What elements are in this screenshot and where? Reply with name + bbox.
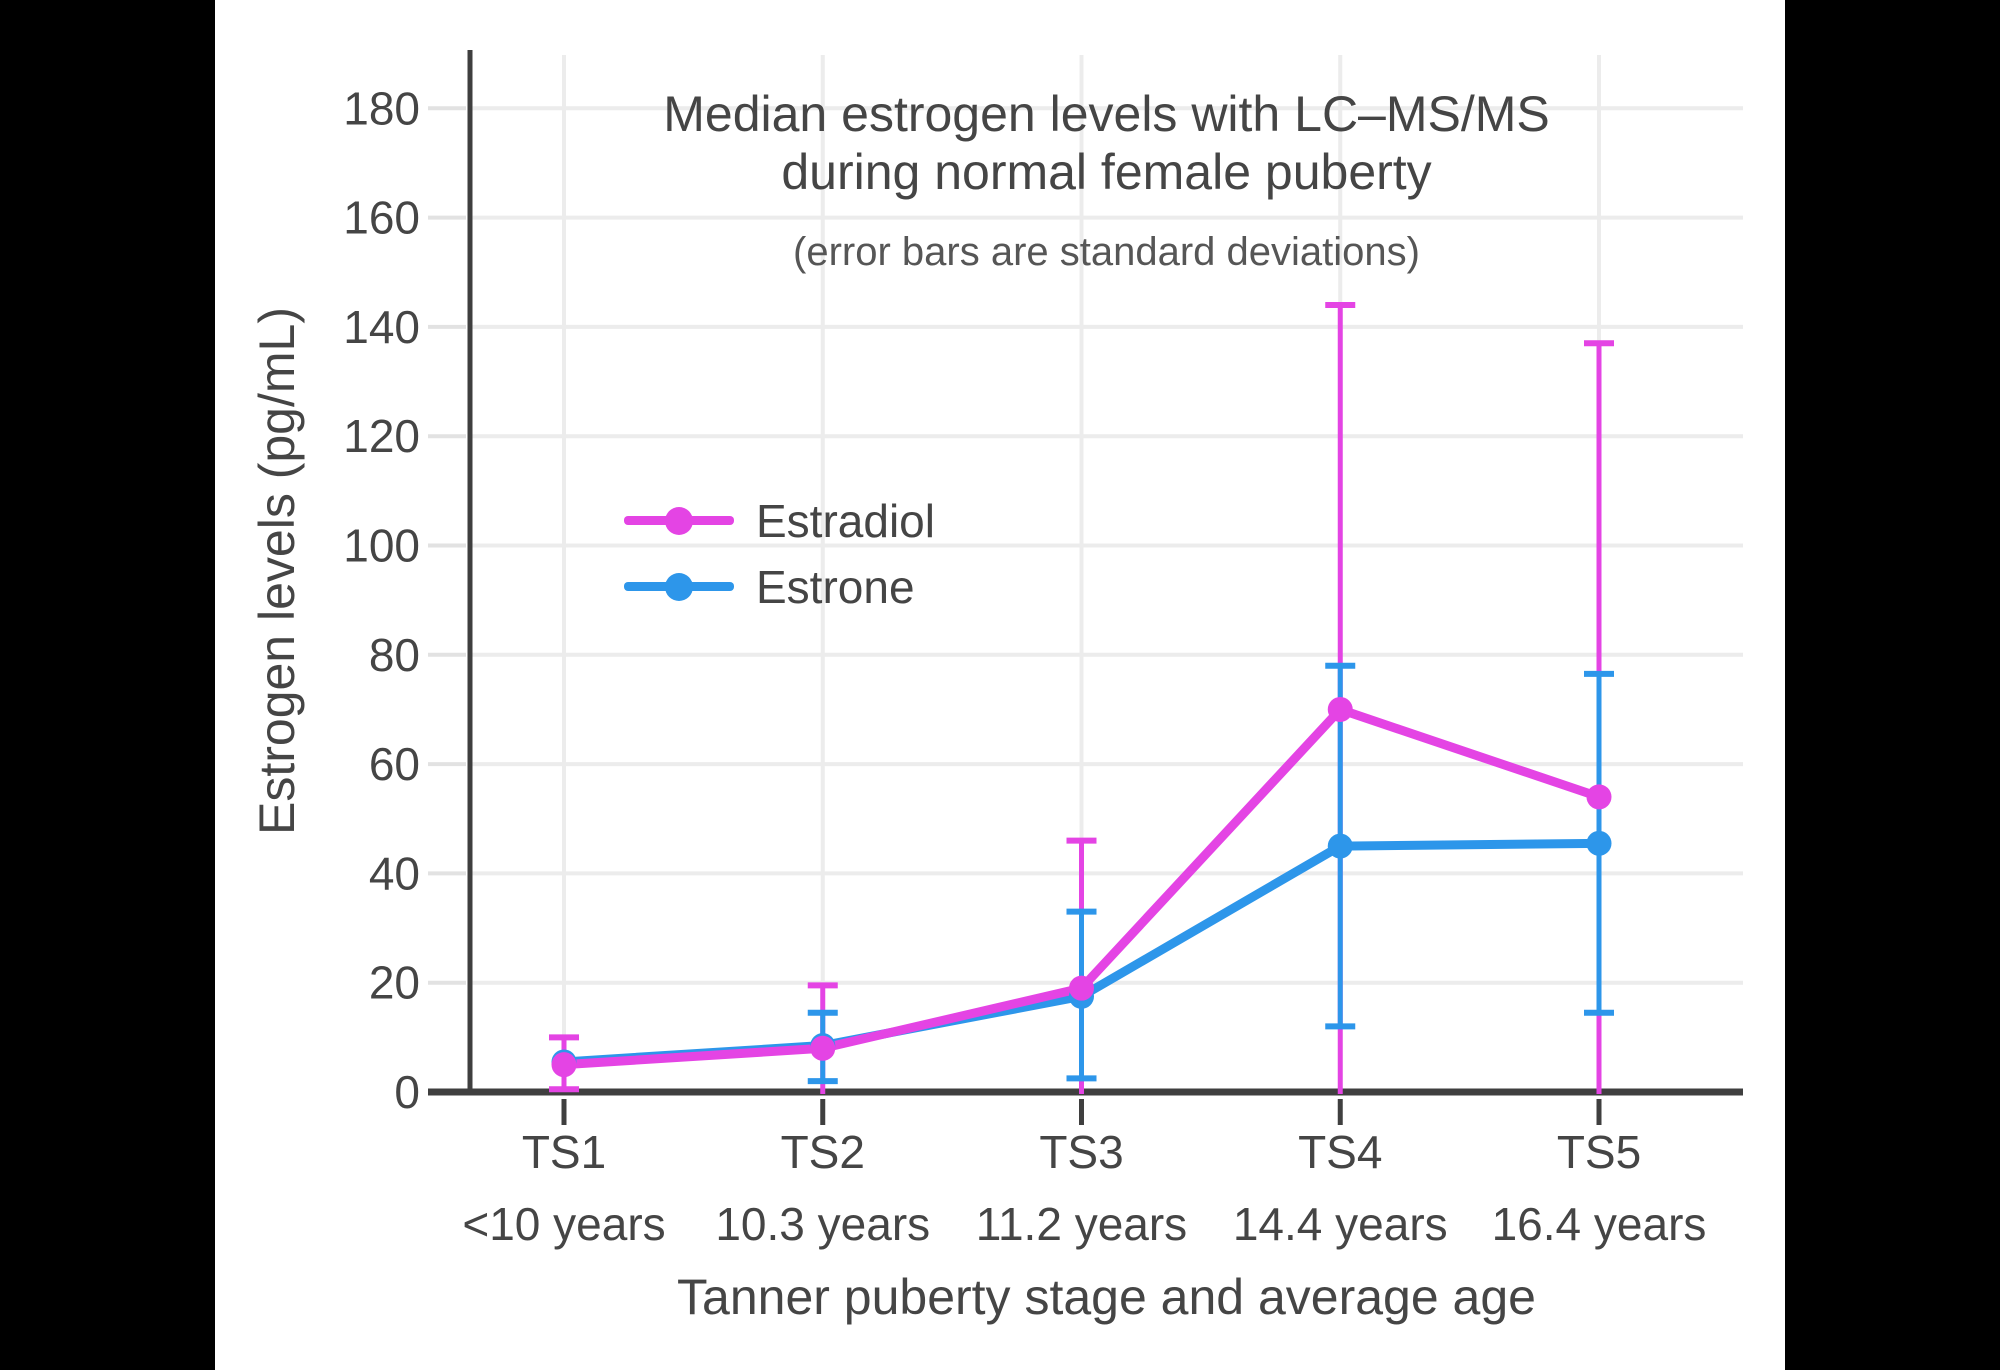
estradiol-swatch-dot (665, 507, 693, 535)
y-tick-label-0: 0 (394, 1066, 420, 1118)
data-point-estrone-ts5[interactable] (1586, 830, 1612, 856)
chart-title-line2: during normal female puberty (781, 144, 1432, 200)
line-chart: 0 20 40 60 80 100 120 140 160 180 TS1 <10 years TS2 1… (343, 50, 1743, 1250)
estradiol-line-swatch (624, 506, 734, 536)
x-tick-label-stage-ts2: TS2 (781, 1126, 865, 1178)
data-point-estradiol-ts3[interactable] (1069, 975, 1094, 1001)
letterbox-left (0, 0, 215, 1370)
legend-label-estradiol: Estradiol (756, 495, 935, 547)
y-tick-label-160: 160 (343, 192, 420, 244)
y-tick-label-180: 180 (343, 82, 420, 134)
legend: Estradiol Estrone (624, 493, 935, 615)
x-tick-label-stage-ts1: TS1 (522, 1126, 606, 1178)
estrone-swatch-dot (665, 573, 693, 601)
y-tick-label-20: 20 (369, 957, 420, 1009)
legend-item-estrone[interactable]: Estrone (624, 559, 935, 615)
data-point-estradiol-ts4[interactable] (1327, 696, 1353, 722)
legend-item-estradiol[interactable]: Estradiol (624, 493, 935, 549)
x-axis-title: Tanner puberty stage and average age (677, 1269, 1536, 1325)
chart-title-line1: Median estrogen levels with LC–MS/MS (663, 86, 1550, 142)
chart-subtitle: (error bars are standard deviations) (793, 230, 1420, 274)
data-point-estradiol-ts5[interactable] (1586, 784, 1612, 810)
y-tick-label-100: 100 (343, 520, 420, 572)
y-tick-label-60: 60 (369, 738, 420, 790)
x-tick-label-age-ts3: 11.2 years (976, 1198, 1187, 1250)
y-tick-label-120: 120 (343, 410, 420, 462)
chart-canvas: 0 20 40 60 80 100 120 140 160 180 TS1 <10 years TS2 1… (215, 0, 1785, 1370)
y-axis-title: Estrogen levels (pg/mL) (249, 306, 305, 836)
legend-label-estrone: Estrone (756, 561, 915, 613)
x-tick-label-stage-ts5: TS5 (1557, 1126, 1641, 1178)
data-point-estradiol-ts1[interactable] (551, 1052, 577, 1078)
estrone-line-swatch (624, 572, 734, 602)
x-tick-label-age-ts2: 10.3 years (715, 1198, 930, 1250)
y-tick-label-40: 40 (369, 847, 420, 899)
data-point-estrone-ts4[interactable] (1327, 833, 1353, 859)
y-tick-label-80: 80 (369, 629, 420, 681)
data-point-estradiol-ts2[interactable] (810, 1035, 836, 1061)
y-tick-label-140: 140 (343, 301, 420, 353)
x-tick-label-age-ts5: 16.4 years (1492, 1198, 1707, 1250)
x-tick-label-age-ts4: 14.4 years (1233, 1198, 1448, 1250)
x-tick-label-stage-ts4: TS4 (1298, 1126, 1382, 1178)
x-tick-label-age-ts1: <10 years (462, 1198, 665, 1250)
letterbox-right (1785, 0, 2000, 1370)
x-tick-label-stage-ts3: TS3 (1039, 1126, 1123, 1178)
